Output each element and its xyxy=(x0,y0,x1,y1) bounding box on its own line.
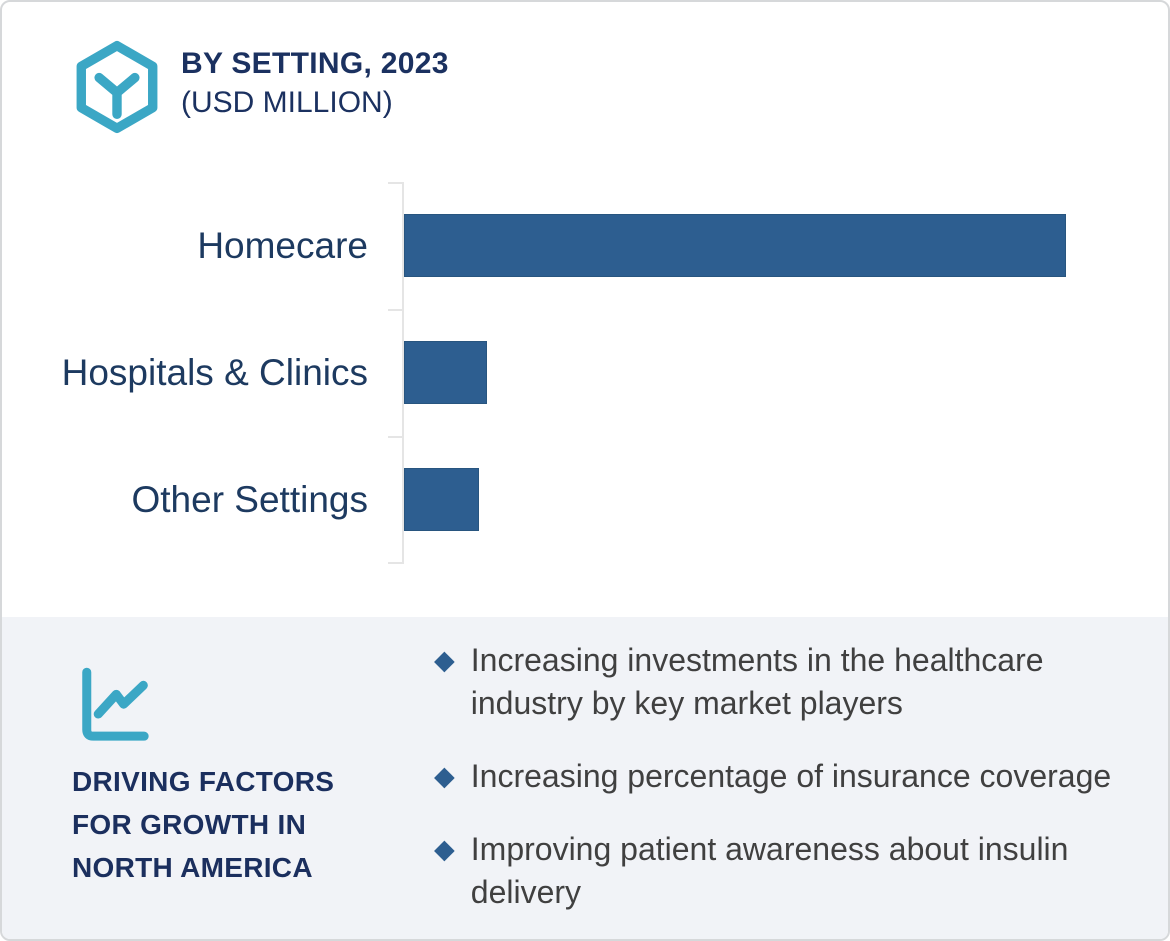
bar-other-settings xyxy=(404,468,479,531)
list-item-text: Improving patient awareness about insuli… xyxy=(470,831,1069,910)
line-chart-icon xyxy=(72,663,154,747)
list-item: ◆ Increasing investments in the healthca… xyxy=(434,639,1134,725)
diamond-bullet-icon: ◆ xyxy=(434,761,455,791)
category-label: Homecare xyxy=(197,224,368,266)
driving-factors-list: ◆ Increasing investments in the healthca… xyxy=(434,639,1134,939)
list-item-text: Increasing investments in the healthcare… xyxy=(470,642,1044,721)
bar-row-other-settings: Other Settings xyxy=(2,436,1168,563)
list-item-text: Increasing percentage of insurance cover… xyxy=(470,758,1112,794)
bar-chart: Homecare Hospitals & Clinics Other Setti… xyxy=(2,182,1168,566)
category-axis-line xyxy=(402,182,404,564)
axis-tick xyxy=(388,182,402,184)
hexagon-y-logo-icon xyxy=(70,40,164,134)
axis-tick xyxy=(388,436,402,438)
bar-hospitals-clinics xyxy=(404,341,487,404)
list-item: ◆ Improving patient awareness about insu… xyxy=(434,828,1134,914)
bar-homecare xyxy=(404,214,1066,277)
chart-title-line1: BY SETTING, 2023 xyxy=(181,47,449,80)
chart-title: BY SETTING, 2023 (USD MILLION) xyxy=(181,40,449,122)
axis-tick xyxy=(388,309,402,311)
bar-row-homecare: Homecare xyxy=(2,182,1168,309)
axis-tick xyxy=(388,562,402,564)
bar-row-hospitals-clinics: Hospitals & Clinics xyxy=(2,309,1168,436)
category-label: Hospitals & Clinics xyxy=(61,351,368,393)
category-label: Other Settings xyxy=(131,478,368,520)
chart-title-line2: (USD MILLION) xyxy=(181,86,393,119)
diamond-bullet-icon: ◆ xyxy=(434,645,455,675)
driving-factors-heading: DRIVING FACTORS FOR GROWTH IN NORTH AMER… xyxy=(72,766,335,883)
list-item: ◆ Increasing percentage of insurance cov… xyxy=(434,755,1134,798)
diamond-bullet-icon: ◆ xyxy=(434,834,455,864)
driving-factors-panel: DRIVING FACTORS FOR GROWTH IN NORTH AMER… xyxy=(2,617,1168,939)
chart-header: BY SETTING, 2023 (USD MILLION) xyxy=(70,40,449,134)
